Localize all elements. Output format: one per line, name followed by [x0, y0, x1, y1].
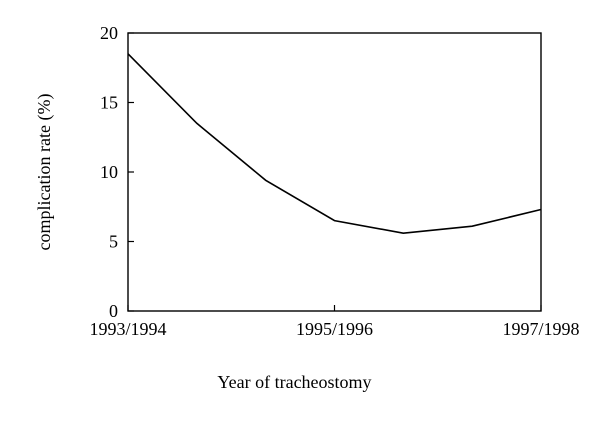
- y-tick-label: 5: [109, 232, 118, 252]
- y-axis-label: complication rate (%): [34, 94, 55, 251]
- x-tick-label: 1995/1996: [296, 319, 373, 339]
- plot-area-frame: [127, 32, 542, 312]
- series-line: [127, 53, 542, 235]
- x-tick-label: 1993/1994: [89, 319, 166, 339]
- y-tick-label: 10: [100, 162, 118, 182]
- x-tick-label: 1997/1998: [502, 319, 579, 339]
- y-tick-label: 15: [100, 93, 118, 113]
- y-tick-label: 0: [109, 301, 118, 321]
- x-axis-label: Year of tracheostomy: [217, 372, 371, 392]
- y-axis-ticks: 0 5 10 15 20: [100, 23, 134, 321]
- x-axis-ticks: 1993/1994 1995/1996 1997/1998: [89, 305, 580, 339]
- y-tick-label: 20: [100, 23, 118, 43]
